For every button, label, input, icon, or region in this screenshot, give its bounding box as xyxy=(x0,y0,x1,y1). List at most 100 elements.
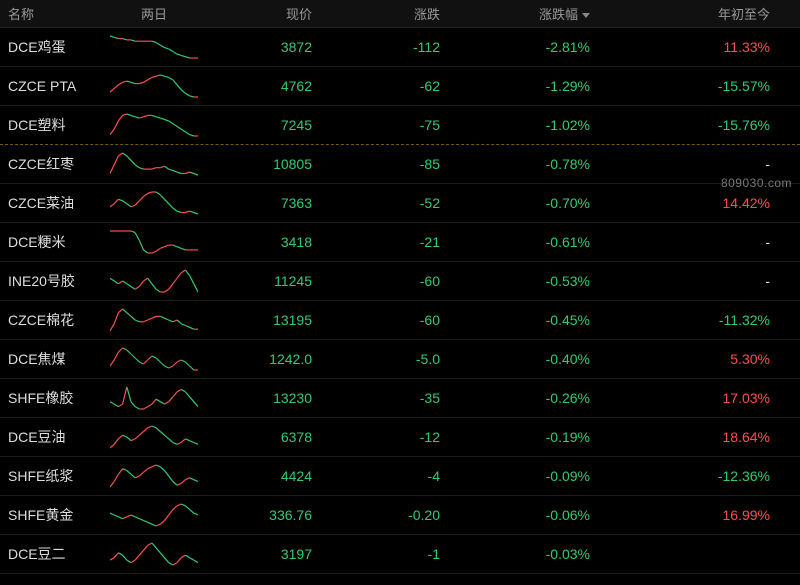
table-row[interactable]: CZCE红枣 10805-85-0.78%- xyxy=(0,145,800,184)
cell-price: 6378 xyxy=(200,429,330,445)
cell-sparkline xyxy=(108,501,200,529)
cell-change: -4 xyxy=(330,468,458,484)
cell-change: -12 xyxy=(330,429,458,445)
cell-pct: -0.45% xyxy=(458,312,608,328)
cell-ytd: 11.33% xyxy=(608,39,790,55)
cell-change: -60 xyxy=(330,273,458,289)
table-row[interactable]: SHFE纸浆4424-4-0.09%-12.36% xyxy=(0,457,800,496)
cell-sparkline xyxy=(108,345,200,373)
cell-pct: -1.02% xyxy=(458,117,608,133)
table-row[interactable]: CZCE菜油 7363-52-0.70%14.42% xyxy=(0,184,800,223)
cell-name: CZCE棉花 xyxy=(0,310,108,330)
header-change[interactable]: 涨跌 xyxy=(330,4,458,23)
header-name[interactable]: 名称 xyxy=(0,4,108,23)
cell-sparkline xyxy=(108,72,200,100)
cell-pct: -0.61% xyxy=(458,234,608,250)
cell-price: 13230 xyxy=(200,390,330,406)
cell-ytd: 14.42% xyxy=(608,195,790,211)
cell-price: 4762 xyxy=(200,78,330,94)
cell-sparkline xyxy=(108,462,200,490)
cell-change: -85 xyxy=(330,156,458,172)
sort-down-icon xyxy=(582,13,590,18)
cell-name: CZCE红枣 xyxy=(0,154,108,174)
cell-pct: -0.40% xyxy=(458,351,608,367)
cell-name: DCE焦煤 xyxy=(0,349,108,369)
cell-ytd: 5.30% xyxy=(608,351,790,367)
cell-ytd: -15.76% xyxy=(608,117,790,133)
cell-pct: -0.78% xyxy=(458,156,608,172)
cell-price: 10805 xyxy=(200,156,330,172)
cell-pct: -2.81% xyxy=(458,39,608,55)
cell-pct: -0.26% xyxy=(458,390,608,406)
header-pct[interactable]: 涨跌幅 xyxy=(458,4,608,23)
table-row[interactable]: SHFE黄金 336.76-0.20-0.06%16.99% xyxy=(0,496,800,535)
table-row[interactable]: DCE豆二 3197-1-0.03% xyxy=(0,535,800,574)
cell-name: INE20号胶 xyxy=(0,271,108,291)
cell-ytd: 18.64% xyxy=(608,429,790,445)
cell-price: 3197 xyxy=(200,546,330,562)
cell-name: CZCE菜油 xyxy=(0,193,108,213)
cell-pct: -0.03% xyxy=(458,546,608,562)
cell-name: DCE豆油 xyxy=(0,427,108,447)
cell-ytd: -11.32% xyxy=(608,312,790,328)
table-row[interactable]: CZCE棉花 13195-60-0.45%-11.32% xyxy=(0,301,800,340)
cell-sparkline xyxy=(108,306,200,334)
cell-ytd: 17.03% xyxy=(608,390,790,406)
cell-ytd: - xyxy=(608,156,790,172)
cell-price: 7245 xyxy=(200,117,330,133)
cell-pct: -0.19% xyxy=(458,429,608,445)
futures-table: 名称 两日 现价 涨跌 涨跌幅 年初至今 DCE鸡蛋 3872-112-2.81%… xyxy=(0,0,800,574)
cell-change: -35 xyxy=(330,390,458,406)
cell-change: -0.20 xyxy=(330,507,458,523)
cell-sparkline xyxy=(108,384,200,412)
cell-ytd: 16.99% xyxy=(608,507,790,523)
cell-change: -112 xyxy=(330,39,458,55)
header-ytd[interactable]: 年初至今 xyxy=(608,4,790,23)
cell-price: 336.76 xyxy=(200,507,330,523)
table-row[interactable]: DCE豆油 6378-12-0.19%18.64% xyxy=(0,418,800,457)
cell-name: DCE豆二 xyxy=(0,544,108,564)
cell-price: 1242.0 xyxy=(200,351,330,367)
cell-price: 13195 xyxy=(200,312,330,328)
cell-price: 3872 xyxy=(200,39,330,55)
cell-pct: -0.70% xyxy=(458,195,608,211)
header-price[interactable]: 现价 xyxy=(200,4,330,23)
table-row[interactable]: DCE焦煤 1242.0-5.0-0.40%5.30% xyxy=(0,340,800,379)
cell-change: -1 xyxy=(330,546,458,562)
table-row[interactable]: INE20号胶11245-60-0.53%- xyxy=(0,262,800,301)
cell-price: 3418 xyxy=(200,234,330,250)
cell-pct: -0.06% xyxy=(458,507,608,523)
cell-name: SHFE黄金 xyxy=(0,505,108,525)
table-row[interactable]: DCE鸡蛋 3872-112-2.81%11.33% xyxy=(0,28,800,67)
cell-name: DCE鸡蛋 xyxy=(0,37,108,57)
cell-sparkline xyxy=(108,540,200,568)
cell-sparkline xyxy=(108,111,200,139)
cell-change: -52 xyxy=(330,195,458,211)
cell-pct: -1.29% xyxy=(458,78,608,94)
table-body: DCE鸡蛋3872-112-2.81%11.33%CZCE PTA4762-62… xyxy=(0,28,800,574)
cell-name: SHFE纸浆 xyxy=(0,466,108,486)
cell-price: 7363 xyxy=(200,195,330,211)
cell-change: -21 xyxy=(330,234,458,250)
cell-sparkline xyxy=(108,423,200,451)
cell-ytd: - xyxy=(608,273,790,289)
cell-sparkline xyxy=(108,228,200,256)
cell-name: DCE塑料 xyxy=(0,115,108,135)
table-row[interactable]: DCE塑料7245-75-1.02%-15.76% xyxy=(0,106,800,145)
cell-ytd: -12.36% xyxy=(608,468,790,484)
table-row[interactable]: CZCE PTA4762-62-1.29%-15.57% xyxy=(0,67,800,106)
cell-sparkline xyxy=(108,267,200,295)
cell-change: -60 xyxy=(330,312,458,328)
cell-price: 4424 xyxy=(200,468,330,484)
table-row[interactable]: SHFE橡胶 13230-35-0.26%17.03% xyxy=(0,379,800,418)
cell-name: SHFE橡胶 xyxy=(0,388,108,408)
cell-pct: -0.53% xyxy=(458,273,608,289)
cell-name: CZCE PTA xyxy=(0,78,108,94)
cell-sparkline xyxy=(108,150,200,178)
cell-name: DCE粳米 xyxy=(0,232,108,252)
cell-sparkline xyxy=(108,189,200,217)
table-header: 名称 两日 现价 涨跌 涨跌幅 年初至今 xyxy=(0,0,800,28)
cell-change: -5.0 xyxy=(330,351,458,367)
header-spark[interactable]: 两日 xyxy=(108,4,200,23)
table-row[interactable]: DCE粳米3418-21-0.61%- xyxy=(0,223,800,262)
